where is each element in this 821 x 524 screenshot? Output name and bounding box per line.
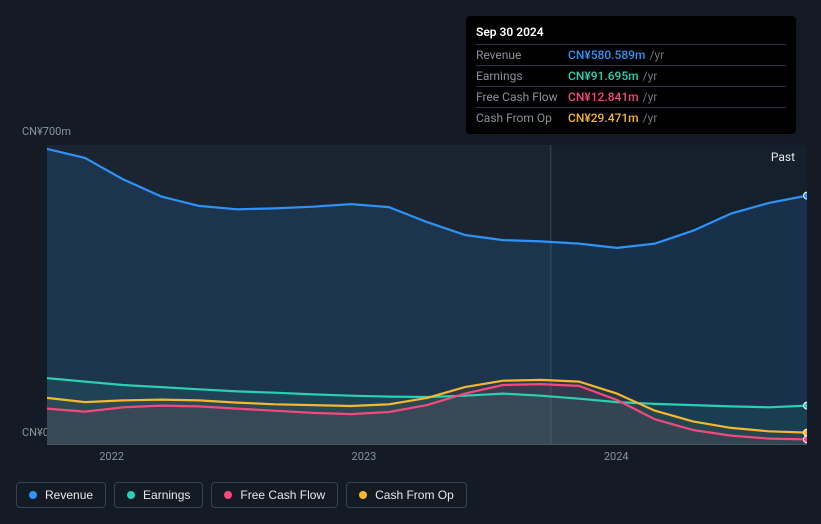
legend-item-label: Free Cash Flow bbox=[240, 488, 325, 502]
legend-item-revenue[interactable]: Revenue bbox=[16, 482, 106, 508]
tooltip-row-unit: /yr bbox=[649, 48, 664, 62]
tooltip-row: Cash From OpCN¥29.471m/yr bbox=[476, 107, 786, 128]
tooltip-row-value: CN¥12.841m bbox=[568, 90, 639, 104]
x-axis-tick-label: 2024 bbox=[604, 450, 629, 463]
legend-item-label: Revenue bbox=[45, 488, 93, 502]
tooltip-row: RevenueCN¥580.589m/yr bbox=[476, 44, 786, 65]
chart-svg bbox=[47, 145, 807, 445]
tooltip-row-unit: /yr bbox=[643, 69, 658, 83]
tooltip-row-label: Cash From Op bbox=[476, 111, 568, 125]
chart-plot-area[interactable] bbox=[47, 145, 807, 445]
tooltip-row-label: Free Cash Flow bbox=[476, 90, 568, 104]
x-axis-tick-label: 2023 bbox=[352, 450, 377, 463]
legend-dot-icon bbox=[359, 491, 367, 499]
chart-tooltip: Sep 30 2024 RevenueCN¥580.589m/yrEarning… bbox=[466, 16, 796, 134]
legend-item-earnings[interactable]: Earnings bbox=[114, 482, 203, 508]
legend-item-free-cash-flow[interactable]: Free Cash Flow bbox=[211, 482, 338, 508]
tooltip-row-value: CN¥91.695m bbox=[568, 69, 639, 83]
y-axis-min-label: CN¥0 bbox=[22, 426, 49, 439]
y-axis-max-label: CN¥700m bbox=[22, 125, 71, 138]
tooltip-row-unit: /yr bbox=[643, 90, 658, 104]
tooltip-row-label: Revenue bbox=[476, 48, 568, 62]
legend-item-label: Earnings bbox=[143, 488, 190, 502]
tooltip-row: EarningsCN¥91.695m/yr bbox=[476, 65, 786, 86]
legend-dot-icon bbox=[29, 491, 37, 499]
tooltip-row-value: CN¥580.589m bbox=[568, 48, 645, 62]
tooltip-row: Free Cash FlowCN¥12.841m/yr bbox=[476, 86, 786, 107]
legend-item-label: Cash From Op bbox=[375, 488, 454, 502]
tooltip-row-unit: /yr bbox=[643, 111, 658, 125]
legend-dot-icon bbox=[224, 491, 232, 499]
legend-item-cash-from-op[interactable]: Cash From Op bbox=[346, 482, 467, 508]
tooltip-date: Sep 30 2024 bbox=[476, 22, 786, 44]
x-axis-tick-label: 2022 bbox=[99, 450, 124, 463]
tooltip-row-label: Earnings bbox=[476, 69, 568, 83]
tooltip-row-value: CN¥29.471m bbox=[568, 111, 639, 125]
legend-dot-icon bbox=[127, 491, 135, 499]
past-label: Past bbox=[771, 150, 795, 164]
chart-legend: Revenue Earnings Free Cash Flow Cash From O… bbox=[16, 482, 467, 508]
